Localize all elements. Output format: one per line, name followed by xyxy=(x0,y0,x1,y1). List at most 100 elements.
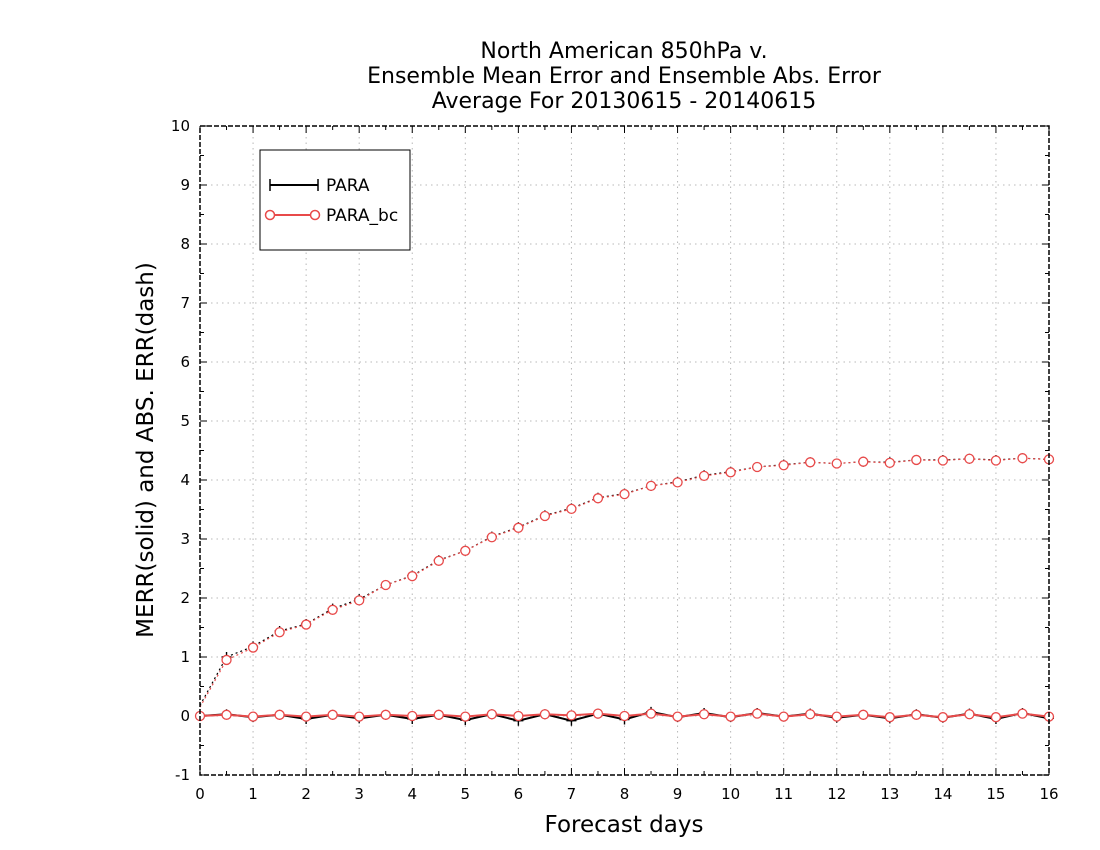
data-point xyxy=(486,709,497,720)
data-point xyxy=(274,627,285,638)
data-point xyxy=(247,711,259,722)
data-point xyxy=(805,457,816,468)
chart-title-line-3: Average For 20130615 - 20140615 xyxy=(432,89,817,114)
legend-marker-circle-icon xyxy=(264,209,276,221)
legend-label-para-bc: PARA_bc xyxy=(326,206,398,226)
y-tick-label: 7 xyxy=(180,294,190,312)
data-point xyxy=(911,454,922,466)
legend-box xyxy=(259,149,411,251)
data-point xyxy=(486,532,497,543)
data-point xyxy=(752,708,763,719)
data-point xyxy=(645,708,657,719)
data-point xyxy=(327,604,338,615)
x-tick-label: 3 xyxy=(354,785,364,803)
data-point xyxy=(380,709,391,720)
data-point xyxy=(752,461,763,473)
data-point xyxy=(354,711,365,722)
x-tick-label: 4 xyxy=(407,785,417,803)
data-point xyxy=(433,709,444,720)
data-point xyxy=(911,709,922,720)
y-tick-label: 8 xyxy=(180,235,190,253)
x-tick-label: 15 xyxy=(986,785,1005,803)
x-tick-label: 16 xyxy=(1039,785,1058,803)
data-point xyxy=(964,709,975,720)
data-point xyxy=(539,510,551,522)
data-point xyxy=(433,555,444,566)
chart-title-line-2: Ensemble Mean Error and Ensemble Abs. Er… xyxy=(367,64,882,89)
data-point xyxy=(778,460,789,471)
plot-series xyxy=(194,453,1055,726)
y-tick-label: 4 xyxy=(180,471,190,489)
y-tick-label: 10 xyxy=(171,117,190,135)
data-point xyxy=(221,709,232,720)
x-tick-label: 14 xyxy=(933,785,952,803)
y-tick-label: 3 xyxy=(180,530,190,548)
x-tick-label: 0 xyxy=(195,785,205,803)
y-tick-label: 2 xyxy=(180,589,190,607)
data-point xyxy=(725,711,736,722)
x-tick-label: 11 xyxy=(774,785,793,803)
x-tick-label: 12 xyxy=(827,785,846,803)
series-para-bc-solid xyxy=(194,708,1055,723)
data-point xyxy=(725,467,736,478)
x-tick-label: 7 xyxy=(567,785,577,803)
data-point xyxy=(327,709,338,720)
x-tick-label: 1 xyxy=(248,785,258,803)
data-point xyxy=(380,579,391,591)
y-tick-label: 9 xyxy=(180,176,190,194)
data-point xyxy=(274,709,285,720)
data-point xyxy=(805,709,816,720)
data-point xyxy=(645,480,657,492)
data-point xyxy=(937,712,949,723)
data-point xyxy=(1017,453,1028,464)
data-point xyxy=(539,709,551,720)
y-tick-label: -1 xyxy=(175,766,190,784)
data-point xyxy=(619,489,630,500)
series-line xyxy=(199,457,1050,708)
x-tick-label: 5 xyxy=(461,785,471,803)
y-tick-label: 1 xyxy=(180,648,190,666)
data-point xyxy=(247,642,259,653)
legend-label-para: PARA xyxy=(326,176,370,196)
data-point xyxy=(884,712,895,723)
data-point xyxy=(221,654,232,666)
y-tick-label: 6 xyxy=(180,353,190,371)
x-axis-label: Forecast days xyxy=(545,812,704,838)
data-point xyxy=(964,453,975,464)
data-point xyxy=(831,711,842,722)
data-point xyxy=(858,456,869,467)
data-point xyxy=(460,545,471,556)
data-point xyxy=(698,709,710,720)
data-point xyxy=(884,457,895,469)
data-point xyxy=(672,477,683,488)
data-point xyxy=(407,710,418,722)
x-tick-label: 6 xyxy=(514,785,524,803)
data-point xyxy=(778,711,789,722)
y-tick-label: 0 xyxy=(180,707,190,725)
series-line xyxy=(199,457,1050,706)
y-axis-label: MERR(solid) and ABS. ERR(dash) xyxy=(133,262,159,638)
data-point xyxy=(300,711,312,722)
data-point xyxy=(460,711,471,722)
x-tick-label: 9 xyxy=(673,785,683,803)
x-tick-label: 13 xyxy=(880,785,899,803)
chart-title-line-1: North American 850hPa v. xyxy=(480,39,767,64)
plot-frame xyxy=(199,125,1050,776)
data-point xyxy=(566,710,577,721)
data-point xyxy=(354,595,365,606)
data-point xyxy=(831,458,842,469)
series-para-bc-dash xyxy=(199,453,1055,708)
data-point xyxy=(300,619,312,630)
x-tick-label: 10 xyxy=(721,785,740,803)
data-point xyxy=(1017,708,1028,719)
data-point xyxy=(672,711,683,722)
data-point xyxy=(990,455,1002,466)
data-point xyxy=(592,708,604,719)
data-point xyxy=(698,470,710,482)
data-point xyxy=(566,503,577,515)
data-point xyxy=(592,493,604,504)
data-point xyxy=(990,712,1002,723)
legend-marker-plus-icon xyxy=(269,179,319,191)
